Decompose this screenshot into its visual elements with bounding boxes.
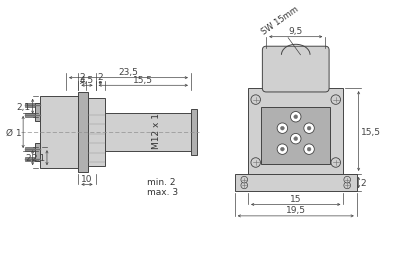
Text: 2: 2: [98, 73, 103, 82]
Bar: [40, 97, 78, 169]
Text: max. 3: max. 3: [147, 187, 178, 196]
Bar: [262, 108, 330, 165]
Circle shape: [280, 127, 284, 131]
Circle shape: [251, 158, 260, 168]
Text: M12 x 1: M12 x 1: [152, 113, 161, 149]
Circle shape: [251, 96, 260, 105]
Circle shape: [280, 148, 284, 151]
Text: 2: 2: [360, 178, 366, 187]
Text: 10: 10: [81, 174, 93, 183]
Bar: [25, 148, 40, 151]
Bar: [25, 157, 40, 161]
Circle shape: [304, 144, 314, 155]
Text: 15,5: 15,5: [360, 127, 380, 136]
Text: 4,5: 4,5: [80, 75, 94, 85]
Bar: [88, 98, 105, 167]
Text: 19,5: 19,5: [286, 206, 306, 215]
Circle shape: [344, 177, 350, 183]
Circle shape: [331, 158, 340, 168]
Circle shape: [344, 182, 350, 189]
Circle shape: [304, 123, 314, 134]
Circle shape: [307, 127, 311, 131]
Circle shape: [331, 96, 340, 105]
Text: 15: 15: [290, 194, 302, 203]
Circle shape: [241, 182, 248, 189]
Bar: [191, 110, 197, 155]
Circle shape: [277, 144, 288, 155]
Bar: [105, 114, 191, 151]
Circle shape: [294, 137, 298, 141]
Text: 15,5: 15,5: [133, 75, 153, 85]
Text: 2,1: 2,1: [31, 154, 45, 163]
Bar: [34, 144, 40, 161]
Text: 2: 2: [25, 154, 31, 163]
Text: Ø 1: Ø 1: [6, 128, 21, 137]
Circle shape: [277, 123, 288, 134]
Circle shape: [294, 115, 298, 119]
FancyBboxPatch shape: [262, 47, 329, 93]
Circle shape: [307, 148, 311, 151]
Bar: [34, 104, 40, 121]
Text: 23,5: 23,5: [118, 68, 138, 77]
Text: SW 15mm: SW 15mm: [260, 5, 300, 37]
Circle shape: [241, 177, 248, 183]
Circle shape: [290, 112, 301, 122]
Bar: [235, 174, 357, 191]
Bar: [248, 89, 343, 174]
Bar: [78, 93, 88, 172]
Text: 2: 2: [80, 73, 85, 82]
Text: 9,5: 9,5: [289, 27, 303, 36]
Bar: [25, 104, 40, 108]
Text: min. 2: min. 2: [147, 177, 176, 186]
Circle shape: [290, 134, 301, 144]
Bar: [25, 114, 40, 117]
Text: 2,1: 2,1: [17, 102, 31, 111]
